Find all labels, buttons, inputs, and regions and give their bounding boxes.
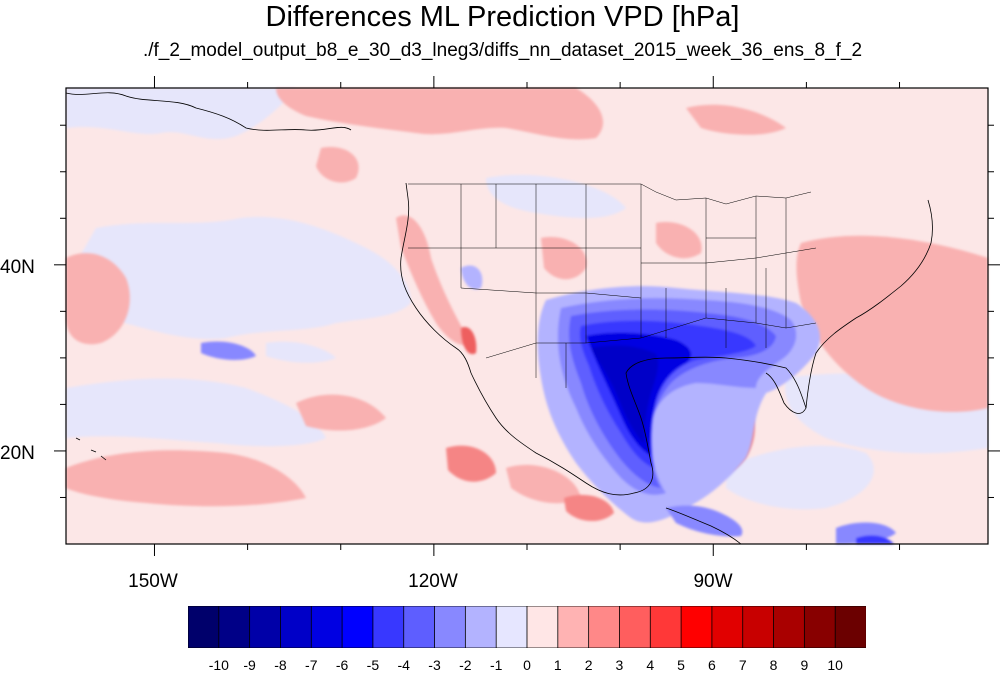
lon-label-120w: 120W [408, 571, 458, 592]
colorbar-label: -6 [335, 657, 349, 673]
colorbar-swatch [218, 606, 251, 648]
colorbar-swatch [680, 606, 713, 648]
colorbar-swatch [526, 606, 559, 648]
vpd-difference-map [54, 76, 1000, 556]
colorbar-swatch [341, 606, 374, 648]
colorbar-label: -10 [208, 657, 229, 673]
colorbar-swatch [649, 606, 682, 648]
colorbar-label: -8 [274, 657, 287, 673]
colorbar-label: 9 [800, 657, 809, 673]
colorbar-swatch [803, 606, 836, 648]
colorbar-swatch [773, 606, 806, 648]
colorbar-label: 8 [769, 657, 778, 673]
colorbar-label: 0 [523, 657, 531, 673]
pink-regions [66, 88, 988, 507]
colorbar-swatch [711, 606, 744, 648]
colorbar-swatch [249, 606, 282, 648]
colorbar-label: 2 [584, 657, 593, 673]
colorbar-label: -9 [243, 657, 256, 673]
colorbar-label: 5 [677, 657, 685, 673]
colorbar-swatch [434, 606, 467, 648]
colorbar-label: -5 [366, 657, 380, 673]
colorbar-swatch [557, 606, 590, 648]
colorbar [188, 606, 866, 648]
coastlines [65, 92, 933, 545]
colorbar-swatch [619, 606, 651, 648]
colorbar-swatch [742, 606, 775, 648]
colorbar-swatch [310, 606, 343, 648]
colorbar-swatch [403, 606, 436, 648]
colorbar-label: -1 [489, 657, 503, 673]
colorbar-swatch [372, 606, 405, 648]
tick-marks [54, 76, 1000, 556]
colorbar-label: 6 [708, 657, 716, 673]
lon-label-150w: 150W [128, 571, 178, 592]
colorbar-label: 3 [615, 657, 624, 673]
colorbar-swatch [588, 606, 621, 648]
colorbar-label: 1 [553, 657, 562, 673]
chart-title: Differences ML Prediction VPD [hPa] [265, 1, 740, 33]
colorbar-label: 10 [827, 657, 843, 673]
colorbar-label: 4 [646, 657, 655, 673]
colorbar-label: -7 [305, 657, 318, 673]
colorbar-swatch [280, 606, 312, 648]
colorbar-swatch [495, 606, 528, 648]
colorbar-label: -2 [459, 657, 472, 673]
state-boundaries [408, 183, 817, 388]
colorbar-swatch [464, 606, 497, 648]
lat-label-40n: 40N [0, 257, 35, 278]
colorbar-swatch [188, 606, 220, 648]
chart-subtitle: ./f_2_model_output_b8_e_30_d3_lneg3/diff… [142, 40, 863, 61]
colorbar-label: 7 [738, 657, 747, 673]
colorbar-swatch [834, 606, 866, 648]
lat-label-20n: 20N [0, 443, 35, 464]
colorbar-label: -3 [428, 657, 441, 673]
colorbar-label: -4 [397, 657, 410, 673]
lon-label-90w: 90W [693, 571, 733, 592]
